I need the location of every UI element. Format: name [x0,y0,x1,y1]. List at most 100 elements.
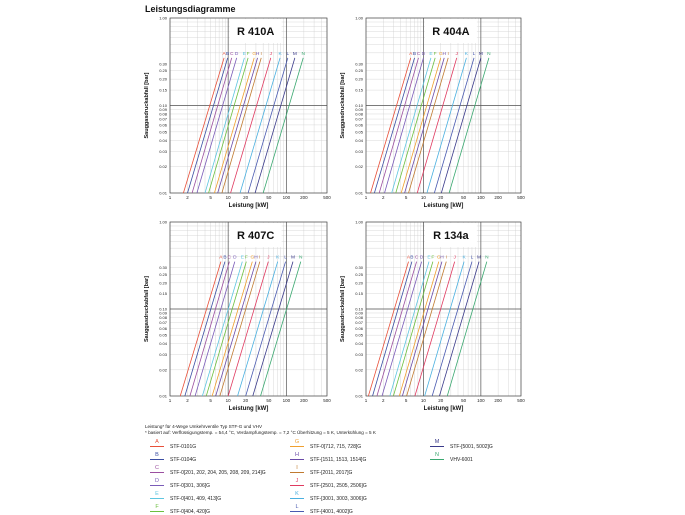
y-tick-label: 0.20 [159,77,168,82]
series-label-B: B [410,255,413,261]
series-label-N: N [487,51,491,57]
series-label-D: D [233,255,237,261]
series-line-K [237,261,279,397]
x-tick-label: 100 [477,195,485,200]
y-tick-label: 0.20 [355,280,364,285]
x-tick-label: 5 [405,195,408,200]
series-line-G [400,57,442,194]
plot-frame [169,221,328,397]
series-line-G [398,261,440,397]
chart-title-box [424,223,477,247]
series-label-E: E [241,255,244,261]
x-tick-label: 2 [186,195,189,200]
y-tick-label: 0.01 [159,394,168,399]
y-tick-label: 0.01 [355,191,364,196]
y-tick-label: 0.10 [159,103,168,108]
x-tick-label: 5 [209,398,212,403]
series-label-M: M [479,51,483,57]
series-line-N [260,261,302,397]
series-line-B [184,261,226,397]
series-label-N: N [301,51,305,57]
series-line-E [204,57,245,194]
x-tick-label: 50 [266,195,272,200]
chart-title: R 407C [237,230,274,242]
series-label-L: L [473,51,476,57]
y-tick-label: 0.10 [159,307,168,312]
x-tick-label: 10 [421,195,427,200]
series-label-F: F [431,255,434,261]
y-tick-label: 0.02 [159,367,168,372]
y-tick-label: 0.05 [355,333,364,338]
series-line-I [221,57,262,194]
x-axis-label: Leistung [kW] [229,203,269,209]
series-line-M [252,261,294,397]
y-tick-label: 0.15 [355,88,364,93]
series-label-A: A [219,255,223,261]
series-line-F [208,57,249,194]
y-tick-label: 0.20 [159,280,168,285]
y-tick-label: 0.08 [159,111,168,116]
series-line-J [227,261,269,397]
x-tick-label: 1 [365,195,368,200]
series-label-A: A [409,51,413,57]
y-tick-label: 0.15 [355,291,364,296]
y-tick-label: 0.04 [159,341,168,346]
series-line-L [433,57,475,194]
series-line-J [416,57,458,194]
series-line-C [378,57,419,194]
series-line-D [194,261,236,397]
series-line-F [395,57,436,194]
series-label-C: C [417,51,421,57]
x-tick-label: 2 [186,398,189,403]
y-tick-label: 0.06 [355,326,364,331]
series-line-N [446,261,488,397]
y-tick-label: 0.04 [355,138,364,143]
x-axis-label: Leistung [kW] [424,203,464,209]
series-line-H [404,57,445,194]
series-label-J: J [453,255,456,261]
x-tick-label: 50 [461,195,467,200]
series-label-I: I [446,255,447,261]
footnote-line-1: Leistung* für 4-Wege Umkehrventile Typ S… [145,424,263,429]
series-line-A [183,57,225,194]
series-line-L [245,261,286,397]
y-tick-label: 1.00 [159,220,168,225]
series-line-G [211,261,253,397]
y-tick-label: 0.07 [355,320,364,325]
series-label-J: J [267,255,270,261]
series-line-K [239,57,281,194]
x-tick-label: 500 [517,195,525,200]
y-tick-label: 0.30 [355,61,364,66]
series-label-E: E [427,255,430,261]
y-tick-label: 0.03 [159,352,168,357]
series-label-G: G [439,51,443,57]
y-tick-label: 0.06 [159,326,168,331]
x-tick-label: 50 [266,398,272,403]
series-line-N [448,57,490,194]
y-tick-label: 0.20 [355,77,364,82]
x-tick-label: 2 [382,195,385,200]
series-label-K: K [276,255,280,261]
y-tick-label: 0.30 [159,61,168,66]
chart-2: A B C D E F G H I J K L M N R 404A 1 2 5 10 20 50 100 200 500 Le… [340,16,525,210]
series-label-J: J [456,51,459,57]
x-tick-label: 1 [169,398,172,403]
chart-title-box [424,19,477,43]
x-tick-label: 200 [300,195,308,200]
series-label-M: M [293,51,297,57]
y-tick-label: 0.25 [159,68,168,73]
series-label-L: L [471,255,474,261]
series-line-J [414,261,456,397]
series-line-L [247,57,289,194]
series-line-F [393,261,434,397]
series-label-F: F [247,51,250,57]
series-line-H [217,57,258,194]
y-tick-label: 1.00 [355,16,364,21]
series-line-A [179,261,222,397]
series-line-B [187,57,229,194]
y-tick-label: 0.25 [159,272,168,277]
x-tick-label: 20 [243,398,249,403]
series-label-M: M [477,255,481,261]
y-tick-label: 0.06 [355,122,364,127]
series-line-N [262,57,304,194]
